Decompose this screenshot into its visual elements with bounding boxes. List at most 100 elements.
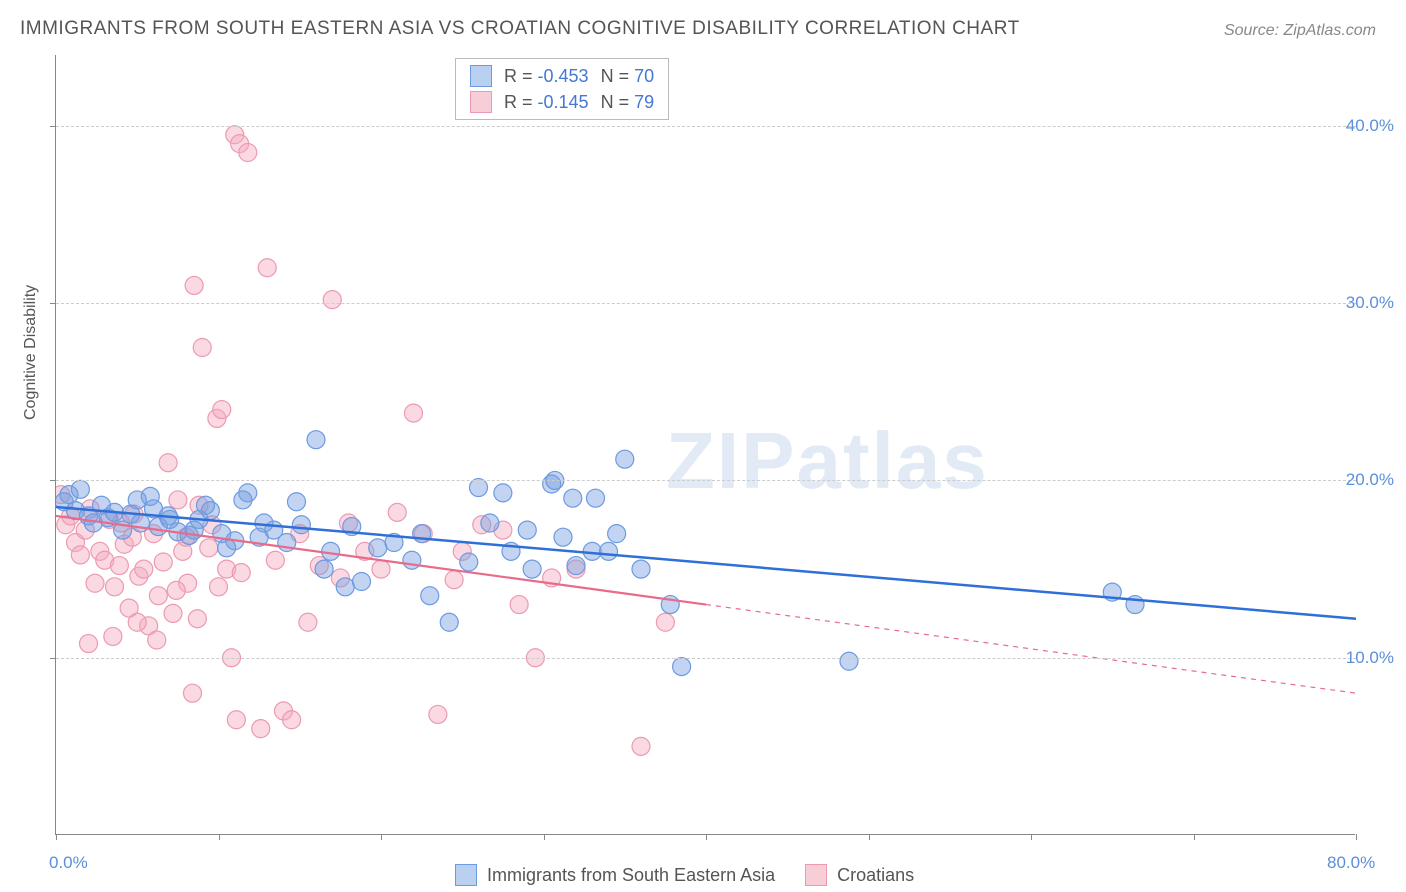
scatter-point (323, 291, 341, 309)
plot-area: ZIPatlas (55, 55, 1355, 835)
scatter-point (232, 564, 250, 582)
x-tick-label: 0.0% (49, 853, 88, 873)
scatter-point (71, 546, 89, 564)
scatter-point (288, 493, 306, 511)
x-tick (706, 834, 707, 840)
scatter-point (154, 553, 172, 571)
scatter-point (840, 652, 858, 670)
scatter-point (315, 560, 333, 578)
scatter-point (292, 516, 310, 534)
x-tick (1356, 834, 1357, 840)
r-value-1: -0.453 (538, 66, 589, 86)
series-legend: Immigrants from South Eastern Asia Croat… (455, 864, 914, 886)
scatter-point (369, 539, 387, 557)
scatter-point (185, 276, 203, 294)
scatter-point (71, 480, 89, 498)
scatter-point (388, 503, 406, 521)
r-label: R = (504, 92, 538, 112)
scatter-point (554, 528, 572, 546)
y-tick-label: 40.0% (1346, 116, 1394, 136)
trendline (56, 507, 1356, 619)
n-value-1: 70 (634, 66, 654, 86)
y-tick-label: 20.0% (1346, 470, 1394, 490)
scatter-point (481, 514, 499, 532)
scatter-point (164, 604, 182, 622)
source-label: Source: ZipAtlas.com (1224, 22, 1376, 40)
scatter-point (159, 454, 177, 472)
scatter-point (523, 560, 541, 578)
gridline (56, 303, 1356, 304)
scatter-point (405, 404, 423, 422)
scatter-point (128, 613, 146, 631)
scatter-point (608, 525, 626, 543)
scatter-point (421, 587, 439, 605)
scatter-point (80, 635, 98, 653)
x-tick (1194, 834, 1195, 840)
n-label: N = (601, 92, 635, 112)
scatter-point (239, 144, 257, 162)
scatter-point (600, 542, 618, 560)
scatter-point (283, 711, 301, 729)
scatter-point (460, 553, 478, 571)
swatch-series2 (470, 91, 492, 113)
scatter-point (307, 431, 325, 449)
scatter-point (564, 489, 582, 507)
scatter-point (266, 551, 284, 569)
scatter-point (213, 401, 231, 419)
scatter-point (353, 573, 371, 591)
scatter-point (218, 539, 236, 557)
scatter-point (258, 259, 276, 277)
scatter-point (193, 339, 211, 357)
x-tick-label: 80.0% (1327, 853, 1375, 873)
scatter-point (632, 560, 650, 578)
gridline (56, 480, 1356, 481)
scatter-point (161, 510, 179, 528)
scatter-point (429, 705, 447, 723)
series2-name: Croatians (837, 865, 914, 886)
scatter-point (440, 613, 458, 631)
scatter-point (336, 578, 354, 596)
trendline-dashed (706, 605, 1356, 694)
scatter-point (104, 627, 122, 645)
swatch-series1 (470, 65, 492, 87)
scatter-point (110, 557, 128, 575)
scatter-point (234, 491, 252, 509)
chart-container: IMMIGRANTS FROM SOUTH EASTERN ASIA VS CR… (0, 0, 1406, 892)
stats-legend: R = -0.453 N = 70 R = -0.145 N = 79 (455, 58, 669, 120)
scatter-point (149, 587, 167, 605)
scatter-point (255, 514, 273, 532)
scatter-point (445, 571, 463, 589)
scatter-point (210, 578, 228, 596)
scatter-point (403, 551, 421, 569)
scatter-point (616, 450, 634, 468)
y-tick (50, 126, 56, 127)
y-tick-label: 10.0% (1346, 648, 1394, 668)
swatch-series2-b (805, 864, 827, 886)
scatter-point (567, 557, 585, 575)
x-tick (544, 834, 545, 840)
scatter-point (372, 560, 390, 578)
legend-item-series1: Immigrants from South Eastern Asia (455, 864, 775, 886)
scatter-point (135, 560, 153, 578)
scatter-point (252, 720, 270, 738)
scatter-point (227, 711, 245, 729)
scatter-point (494, 484, 512, 502)
x-tick (1031, 834, 1032, 840)
n-label: N = (601, 66, 635, 86)
x-tick (381, 834, 382, 840)
n-value-2: 79 (634, 92, 654, 112)
scatter-point (188, 610, 206, 628)
scatter-point (518, 521, 536, 539)
chart-svg (56, 55, 1356, 835)
scatter-point (587, 489, 605, 507)
scatter-point (86, 574, 104, 592)
scatter-point (673, 658, 691, 676)
swatch-series1-b (455, 864, 477, 886)
stats-row-series2: R = -0.145 N = 79 (470, 91, 654, 113)
y-axis-label: Cognitive Disability (22, 285, 40, 420)
scatter-point (167, 581, 185, 599)
y-tick (50, 303, 56, 304)
x-tick (869, 834, 870, 840)
y-tick (50, 480, 56, 481)
y-tick-label: 30.0% (1346, 293, 1394, 313)
